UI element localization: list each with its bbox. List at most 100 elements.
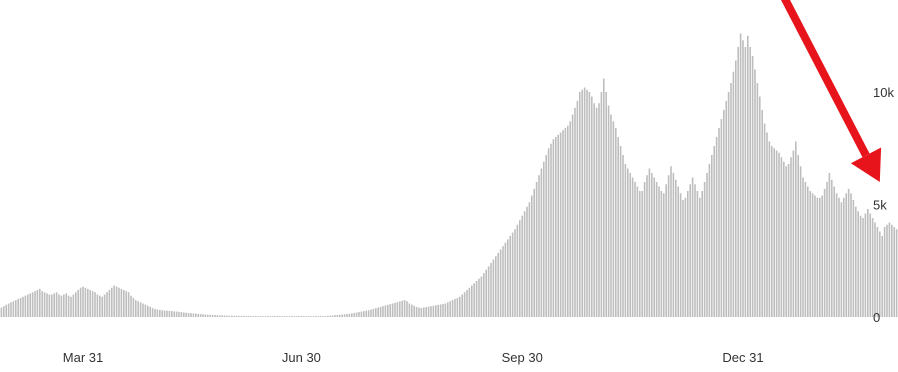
bar — [838, 197, 840, 317]
bar — [643, 182, 646, 317]
bar — [108, 290, 111, 317]
bar — [60, 295, 63, 318]
bar — [586, 89, 588, 317]
bar — [17, 299, 19, 317]
bar — [651, 173, 653, 317]
bar — [132, 297, 135, 318]
bar — [543, 161, 545, 317]
bar — [715, 137, 718, 317]
bar — [185, 312, 187, 317]
bar — [727, 92, 730, 317]
bar — [77, 290, 79, 317]
bar — [447, 302, 449, 318]
bar — [123, 290, 125, 317]
bar — [499, 249, 502, 317]
bar — [307, 316, 310, 317]
bar — [562, 130, 564, 317]
bar — [127, 292, 130, 317]
bar — [324, 316, 327, 317]
bar — [120, 288, 123, 318]
bar — [365, 310, 367, 317]
bar — [34, 291, 36, 318]
bar — [171, 311, 173, 317]
bar — [780, 157, 783, 317]
bar — [226, 315, 228, 317]
bar — [370, 309, 372, 317]
bar — [401, 300, 403, 317]
bar — [96, 294, 99, 317]
bar — [634, 182, 636, 317]
bar — [533, 188, 535, 317]
bar — [869, 213, 871, 317]
bar — [509, 236, 511, 317]
bar — [747, 35, 749, 317]
bar — [235, 315, 238, 317]
bar — [864, 213, 867, 317]
bar — [411, 304, 413, 318]
bar — [144, 304, 147, 318]
x-tick-label: Mar 31 — [63, 350, 103, 365]
red-arrow-head — [850, 147, 882, 182]
bar — [156, 309, 159, 317]
bar — [99, 295, 101, 318]
bar — [847, 188, 850, 317]
bar — [579, 92, 581, 317]
bar — [295, 316, 298, 317]
bar — [495, 256, 497, 317]
bar — [471, 285, 473, 317]
bar — [732, 71, 735, 317]
bar — [607, 105, 610, 317]
bar — [3, 306, 5, 317]
bar — [610, 114, 612, 317]
bar — [713, 146, 715, 317]
bar — [240, 315, 243, 317]
bar — [723, 110, 725, 317]
bar — [487, 266, 490, 318]
bar — [406, 301, 408, 317]
bar — [526, 206, 528, 317]
bar — [250, 316, 252, 317]
bar — [418, 307, 420, 317]
bar — [151, 308, 154, 317]
bar — [771, 146, 773, 317]
bar — [547, 148, 550, 317]
bar — [214, 315, 216, 317]
bar — [363, 311, 365, 317]
bar — [288, 316, 291, 317]
bar — [79, 287, 82, 317]
bar — [653, 177, 655, 317]
bar — [540, 168, 543, 317]
bar — [111, 287, 113, 317]
bar — [139, 302, 142, 318]
bar — [439, 304, 442, 317]
bar — [310, 316, 312, 317]
bar — [593, 103, 595, 317]
bar — [711, 155, 713, 317]
bar — [415, 306, 418, 318]
bar — [252, 316, 255, 317]
bar — [161, 310, 163, 317]
bar — [703, 182, 706, 317]
bar — [497, 252, 499, 318]
bar — [82, 286, 84, 318]
bar — [667, 175, 670, 317]
bar — [859, 215, 862, 317]
bar — [785, 166, 787, 317]
bar — [749, 47, 751, 317]
bar — [492, 259, 495, 318]
bar — [72, 294, 75, 317]
bar — [557, 134, 559, 317]
bar — [315, 316, 317, 317]
bar — [891, 224, 893, 317]
red-arrow-shaft — [781, 0, 870, 158]
bar — [639, 191, 641, 317]
bar — [516, 224, 519, 317]
bar — [238, 315, 240, 318]
bar — [845, 193, 847, 317]
bar — [538, 175, 540, 317]
bar — [828, 173, 831, 317]
bar — [10, 302, 12, 318]
y-tick-label: 10k — [873, 85, 894, 100]
bar — [41, 291, 43, 318]
bar — [29, 293, 31, 318]
